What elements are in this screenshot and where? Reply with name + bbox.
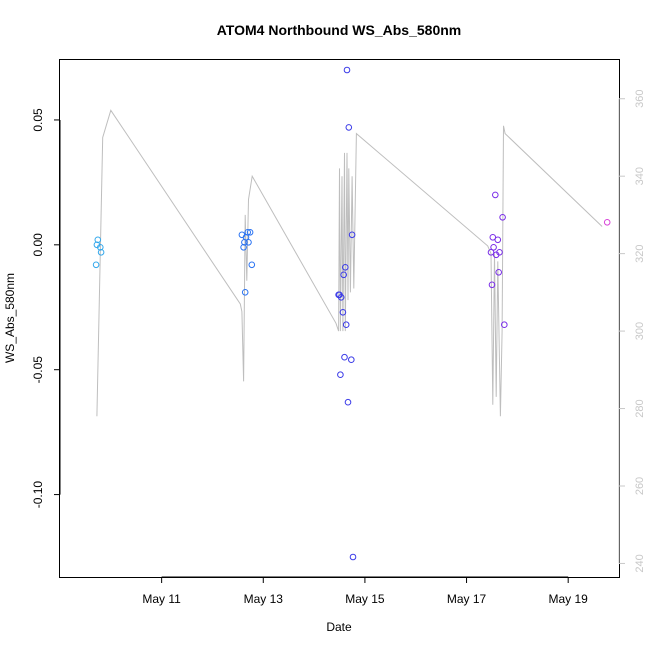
data-point	[340, 271, 348, 279]
data-point	[343, 66, 351, 74]
data-point	[494, 236, 502, 244]
x-axis: May 11 May 13 May 15 May 17 May 19	[142, 576, 589, 606]
x-tick-label: May 17	[447, 592, 487, 606]
data-point	[603, 219, 611, 226]
right-y-axis: 240 260 280 300 320 340 360	[618, 90, 646, 573]
data-point	[490, 244, 497, 251]
data-point	[337, 371, 344, 379]
data-point	[240, 244, 247, 251]
y-tick-label: -0.10	[31, 481, 45, 509]
x-tick-label: May 13	[244, 592, 284, 606]
data-point	[487, 249, 495, 256]
data-point	[345, 124, 353, 131]
data-point	[496, 249, 503, 256]
x-tick-label: May 11	[142, 592, 181, 606]
data-point	[501, 321, 508, 329]
line-series	[96, 109, 603, 417]
chart-title: ATOM4 Northbound WS_Abs_580nm	[217, 22, 462, 38]
data-point	[241, 289, 249, 296]
data-point	[97, 244, 104, 251]
data-point	[495, 269, 503, 276]
data-point	[245, 239, 252, 246]
data-point	[337, 294, 345, 301]
data-point	[499, 214, 506, 221]
y2-tick-label: 360	[634, 90, 646, 108]
data-point	[348, 356, 355, 364]
y2-tick-label: 280	[634, 399, 646, 417]
data-point	[349, 553, 357, 561]
y-tick-label: -0.05	[31, 356, 45, 384]
data-point	[342, 264, 349, 271]
data-point	[94, 236, 102, 244]
data-point	[488, 281, 496, 289]
data-point	[246, 229, 254, 236]
data-point	[339, 309, 347, 316]
x-tick-label: May 19	[549, 592, 589, 606]
y2-tick-label: 300	[634, 322, 646, 340]
plot-area-frame	[59, 59, 620, 578]
data-point	[97, 249, 105, 256]
y2-tick-label: 340	[634, 167, 646, 185]
data-point	[244, 229, 251, 236]
data-point	[342, 321, 350, 329]
scatter-points-layer	[92, 66, 611, 561]
y-tick-label: 0.05	[31, 108, 45, 132]
data-point	[92, 261, 100, 269]
y-axis: 0.05 0.00 -0.05 -0.10	[31, 108, 61, 509]
y-axis-label: WS_Abs_580nm	[3, 273, 17, 363]
y-tick-label: 0.00	[31, 233, 45, 257]
data-point	[248, 261, 256, 269]
data-point	[492, 191, 499, 199]
x-axis-label: Date	[326, 620, 352, 634]
data-point	[344, 398, 352, 406]
line-series-layer	[96, 109, 603, 417]
x-tick-label: May 15	[345, 592, 385, 606]
y2-tick-label: 260	[634, 477, 646, 495]
data-point	[341, 353, 348, 361]
data-point	[489, 234, 497, 241]
y2-tick-label: 320	[634, 244, 646, 262]
data-point	[348, 231, 356, 239]
y2-tick-label: 240	[634, 554, 646, 572]
